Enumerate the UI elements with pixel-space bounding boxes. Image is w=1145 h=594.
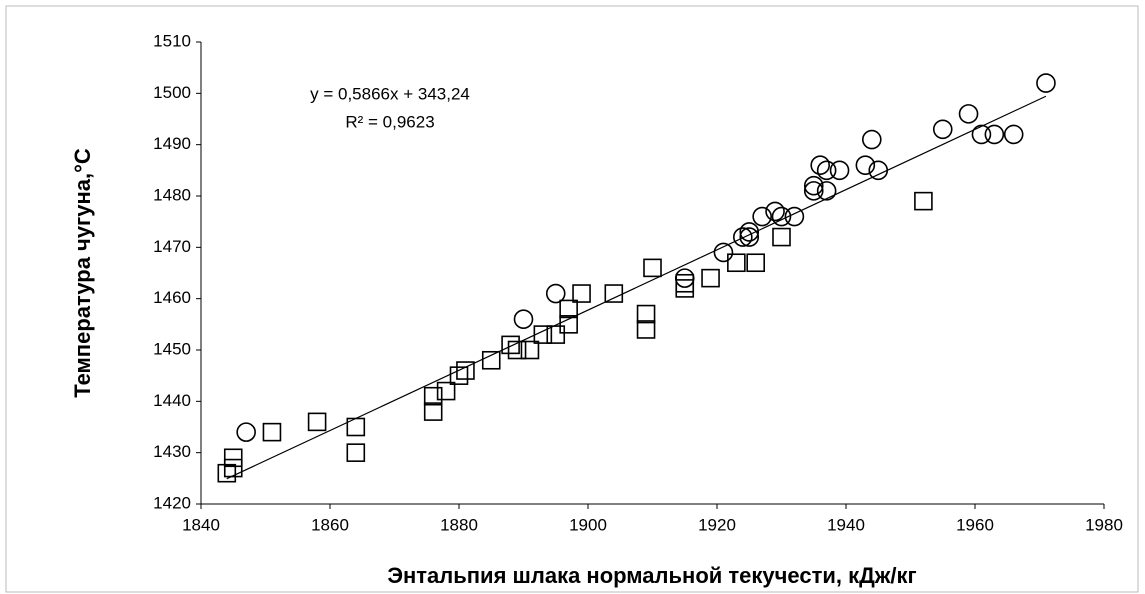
- square-point: [307, 412, 327, 432]
- y-tick-label: 1420: [153, 493, 191, 512]
- circle-point: [739, 222, 760, 242]
- square-point: [481, 350, 501, 370]
- square-point: [223, 448, 243, 468]
- y-tick-label: 1470: [153, 237, 191, 256]
- circle-point: [752, 206, 772, 227]
- x-axis-label: Энтальпия шлака нормальной текучести, кД…: [387, 563, 916, 588]
- circle-point: [803, 175, 824, 196]
- trendline: [226, 95, 1047, 480]
- chart-border: [5, 5, 1139, 593]
- y-tick-label: 1490: [153, 134, 191, 153]
- square-point: [456, 361, 475, 380]
- circle-point: [1003, 124, 1024, 145]
- circle-point: [765, 201, 785, 222]
- y-tick-label: 1510: [153, 31, 191, 50]
- circle-point: [816, 160, 837, 181]
- square-point: [772, 227, 791, 247]
- square-point: [643, 258, 662, 278]
- circle-point: [739, 227, 760, 247]
- circle-point: [958, 104, 979, 124]
- square-point: [346, 443, 366, 462]
- y-tick-label: 1480: [153, 185, 191, 204]
- circle-point: [816, 181, 837, 201]
- y-axis-label: Температура чугуна,°С: [70, 148, 95, 398]
- circle-point: [784, 206, 805, 227]
- square-point: [223, 458, 243, 478]
- square-point: [546, 325, 566, 344]
- square-point: [449, 366, 469, 385]
- circle-point: [1036, 73, 1056, 93]
- square-point: [423, 402, 443, 421]
- square-point: [559, 315, 578, 334]
- square-point: [572, 284, 591, 303]
- square-point: [217, 463, 237, 483]
- circle-point: [545, 283, 566, 304]
- square-point: [520, 340, 540, 360]
- circle-point: [674, 268, 695, 288]
- square-point: [507, 340, 527, 360]
- x-tick-label: 1860: [311, 515, 349, 534]
- circle-point: [513, 309, 534, 330]
- x-tick-label: 1920: [698, 515, 736, 534]
- square-point: [636, 304, 656, 324]
- square-point: [559, 299, 578, 319]
- circle-point: [861, 129, 882, 150]
- circle-point: [855, 155, 876, 175]
- circle-point: [810, 155, 831, 175]
- x-tick-label: 1880: [440, 515, 478, 534]
- square-point: [675, 273, 695, 293]
- y-tick-label: 1450: [153, 339, 191, 358]
- square-point: [746, 253, 766, 273]
- circle-point: [984, 124, 1005, 145]
- square-point: [727, 253, 746, 273]
- square-point: [636, 320, 656, 339]
- y-tick-label: 1440: [153, 391, 191, 410]
- square-point: [262, 422, 282, 442]
- x-tick-label: 1900: [569, 515, 607, 534]
- equation: y = 0,5866x + 343,24: [310, 84, 470, 103]
- y-tick-label: 1460: [153, 288, 191, 307]
- square-point: [914, 191, 933, 211]
- square-point: [436, 381, 456, 401]
- square-point: [701, 268, 720, 288]
- circle-point: [732, 227, 753, 247]
- circle-point: [713, 242, 734, 263]
- y-tick-label: 1500: [153, 83, 191, 102]
- circle-point: [829, 160, 850, 181]
- circle-point: [771, 206, 792, 227]
- square-point: [501, 335, 520, 355]
- x-tick-label: 1840: [182, 515, 220, 534]
- x-tick-label: 1940: [827, 515, 865, 534]
- circle-point: [971, 124, 992, 145]
- r-squared: R² = 0,9623: [345, 112, 434, 131]
- x-tick-label: 1960: [956, 515, 994, 534]
- x-tick-label: 1980: [1085, 515, 1123, 534]
- y-tick-label: 1430: [153, 442, 191, 461]
- square-point: [423, 386, 443, 406]
- circle-point: [932, 119, 953, 140]
- circle-point: [236, 422, 256, 442]
- circle-point: [803, 181, 824, 201]
